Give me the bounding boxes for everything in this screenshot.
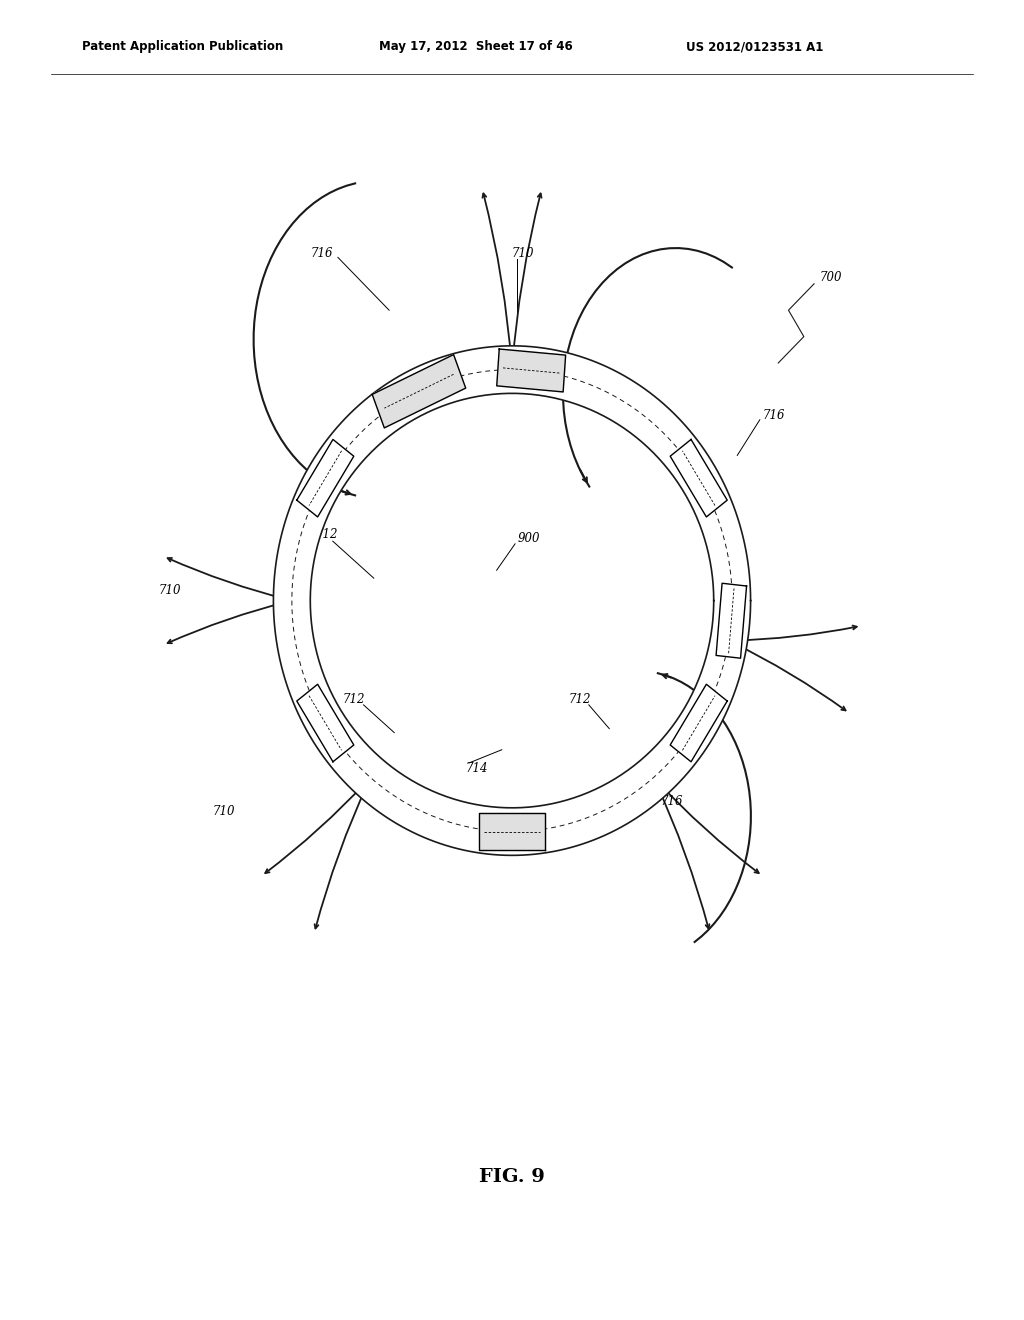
Text: 712: 712 [568,693,591,706]
Polygon shape [716,583,746,659]
Text: 716: 716 [660,795,683,808]
Text: 700: 700 [819,271,842,284]
Text: 710: 710 [213,805,236,818]
Polygon shape [497,348,565,392]
Text: 712: 712 [315,528,338,541]
Polygon shape [670,440,727,517]
Text: 710: 710 [159,583,181,597]
Text: 716: 716 [310,247,333,260]
Text: 710: 710 [512,247,535,260]
Text: 716: 716 [763,409,785,422]
Text: FIG. 9: FIG. 9 [479,1168,545,1187]
Text: US 2012/0123531 A1: US 2012/0123531 A1 [686,40,823,53]
Polygon shape [670,684,727,762]
Text: 710: 710 [676,735,698,748]
Polygon shape [372,355,466,428]
Polygon shape [297,684,354,762]
Text: Patent Application Publication: Patent Application Publication [82,40,284,53]
Polygon shape [478,813,545,850]
Text: 714: 714 [466,762,488,775]
Text: May 17, 2012  Sheet 17 of 46: May 17, 2012 Sheet 17 of 46 [379,40,572,53]
Polygon shape [297,440,354,517]
Text: 900: 900 [517,532,540,545]
Polygon shape [273,346,751,855]
Text: 712: 712 [343,693,366,706]
